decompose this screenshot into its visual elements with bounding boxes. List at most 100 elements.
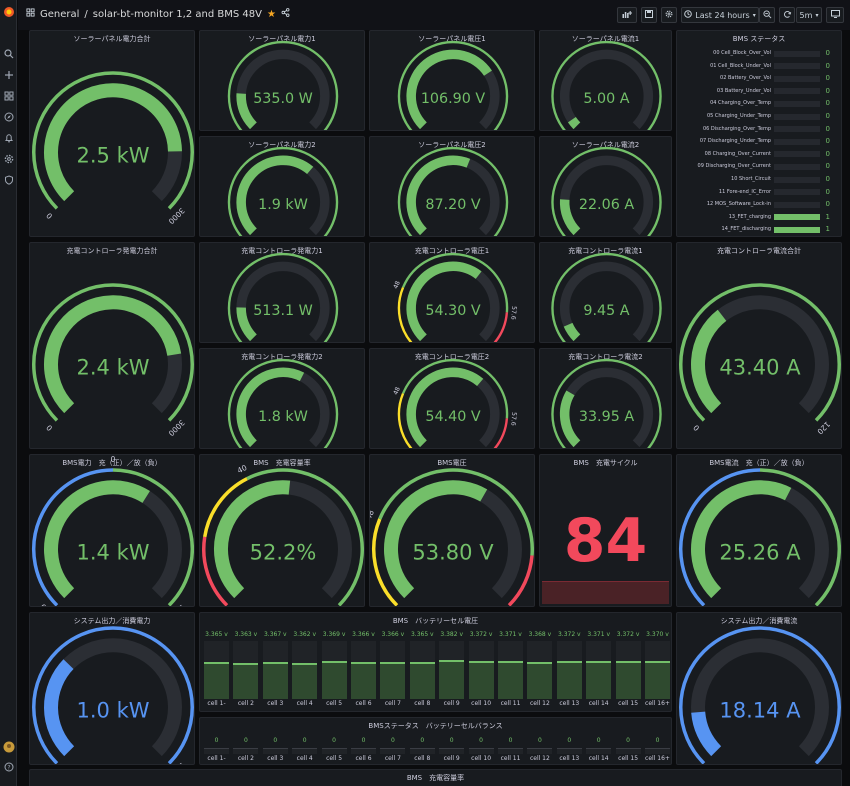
gauge-track [559,49,654,130]
panel-bms-power[interactable]: BMS電力 充（正）／放（負） 0-300030001.4 kW [29,454,195,607]
gear-icon [665,10,673,20]
panel-solar-power-total[interactable]: ソーラーパネル電力合計 0 3000 2.5 kW [29,30,195,237]
gauge-value-arc [214,480,291,599]
alerting-icon[interactable] [0,130,17,146]
panel-solar-voltage-1[interactable]: ソーラーパネル電圧1 0150106.90 V [369,30,535,131]
gauge-threshold-normal-band [246,468,364,606]
star-icon[interactable]: ★ [266,8,276,20]
folder-link[interactable]: General [40,8,80,20]
panel-cc-power-total[interactable]: 充電コントローラ発電力合計 0 3000 2.4 kW [29,242,195,449]
help-icon[interactable]: ? [0,759,17,775]
share-icon[interactable] [281,8,290,20]
panel-bms-soc[interactable]: BMS 充電容量率 2040010052.2% [199,454,365,607]
bms-status-row: 12 MOS_Software_Lock-in 0 [691,199,830,210]
gauge-value-arc [406,261,482,342]
grafana-logo[interactable] [0,4,17,20]
gauge-value-arc [691,480,792,599]
bms-status-name: 08 Charging_Over_Current [704,150,771,157]
refresh-button[interactable] [779,7,795,23]
panel-bms-current[interactable]: BMS電流 充（正）／放（負） -12012025.26 A [676,454,842,607]
bms-status-name: 03 Battery_Under_Vol [716,87,771,94]
cell-bar-track [351,641,376,699]
gauge-positive-band [759,468,841,606]
gauge-value-arc [406,49,492,130]
bms-status-value: 0 [825,149,830,158]
search-icon[interactable] [0,46,17,62]
cell-bar-track [586,748,612,754]
cell-value: 3.366 v [352,631,375,638]
panel-solar-current-1[interactable]: ソーラーパネル電流1 01205.00 A [539,30,672,131]
view-mode-button[interactable] [826,7,844,23]
user-avatar[interactable] [0,739,17,755]
cell-value: 0 [214,737,219,744]
panel-solar-power-2[interactable]: ソーラーパネル電力2 030001.9 kW [199,136,365,237]
panel-title: 充電コントローラ電流2 [568,353,643,361]
cell-balance-bar: 0 cell 1- [204,718,229,764]
cell-bar-track [380,641,406,699]
dashboards-grid-icon [26,8,35,20]
gauge-bms-current: -12012025.26 A [679,468,841,606]
panel-cc-current-2[interactable]: 充電コントローラ電流2 012033.95 A [539,348,672,449]
panel-system-power[interactable]: システム出力／消費電力 030001.0 kW [29,612,195,765]
gauge-value-arc [559,390,581,448]
time-range-picker[interactable]: Last 24 hours ▾ [681,7,759,23]
gauge-value-arc [44,659,75,757]
cell-value: 3.371 v [499,631,522,638]
cell-balance-bar: 0 cell 8 [409,718,435,764]
save-dashboard-button[interactable] [641,7,657,23]
panel-solar-voltage-2[interactable]: ソーラーパネル電圧2 015087.20 V [369,136,535,237]
cell-bar-fill [204,662,229,699]
explore-icon[interactable] [0,109,17,125]
panel-cc-power-1[interactable]: 充電コントローラ発電力1 03000513.1 W [199,242,365,343]
plus-icon[interactable] [0,67,17,83]
panel-bms-soc-timeseries[interactable]: BMS 充電容量率 [29,769,842,786]
panel-title: ソーラーパネル電圧2 [418,141,486,149]
cell-balance-bar: 0 cell 15 [615,718,641,764]
bms-status-row: 08 Charging_Over_Current 0 [691,149,830,160]
gauge-threshold-warn-band [203,477,248,538]
dashboard-title[interactable]: solar-bt-monitor 1,2 and BMS 48V [92,8,262,20]
dashboard-settings-button[interactable] [661,7,677,23]
panel-bms-status[interactable]: BMS ステータス 00 Cell_Block_Over_Vol 0 01 Cell… [676,30,842,237]
cell-value: 3.362 v [293,631,316,638]
gauge-threshold-low-band [202,536,229,606]
configuration-icon[interactable] [0,151,17,167]
panel-cc-power-2[interactable]: 充電コントローラ発電力2 030001.8 kW [199,348,365,449]
bms-status-bar-track [774,214,820,221]
gauge-threshold-band [551,252,662,342]
cell-bar-track [468,641,494,699]
refresh-interval-picker[interactable]: 5m ▾ [796,7,822,23]
gauge-threshold-band [32,626,194,764]
panel-system-current[interactable]: システム出力／消費電流 012018.14 A [676,612,842,765]
panel-solar-current-2[interactable]: ソーラーパネル電流2 012022.06 A [539,136,672,237]
bms-status-value: 0 [825,61,830,70]
panel-title: BMSステータス バッテリーセルバランス [368,722,503,730]
time-range-label: Last 24 hours [695,10,750,20]
gauge-value-text: 25.26 A [719,541,801,565]
gauge-threshold-low-band [372,518,399,606]
cell-bar-track [351,748,376,754]
gauge-value-text: 22.06 A [579,197,634,213]
clock-icon [684,10,693,20]
panel-cell-voltage[interactable]: BMS バッテリーセル電圧 3.365 v cell 1- 3.363 v cell … [199,612,672,712]
panel-solar-power-1[interactable]: ソーラーパネル電力1 03000535.0 W [199,30,365,131]
panel-cc-current-1[interactable]: 充電コントローラ電流1 01209.45 A [539,242,672,343]
cell-label: cell 5 [326,700,343,707]
cell-bar-track [409,748,435,754]
gauge-cc-current-2: 012033.95 A [551,358,662,448]
cell-value: 3.382 v [440,631,463,638]
dashboards-icon[interactable] [0,88,17,104]
panel-cell-balance[interactable]: BMSステータス バッテリーセルバランス 0 cell 1- 0 cell 2 0 cel… [199,717,672,765]
zoom-out-button[interactable] [759,7,775,23]
cell-balance-bar: 0 cell 6 [351,718,376,764]
panel-bms-cycles[interactable]: BMS 充電サイクル 84 [539,454,672,607]
cell-bar-track [204,641,229,699]
panel-title: 充電コントローラ電流1 [568,247,643,255]
add-panel-button[interactable] [617,7,637,23]
admin-shield-icon[interactable] [0,172,17,188]
panel-cc-current-total[interactable]: 充電コントローラ電流合計 0 120 43.40 A [676,242,842,449]
